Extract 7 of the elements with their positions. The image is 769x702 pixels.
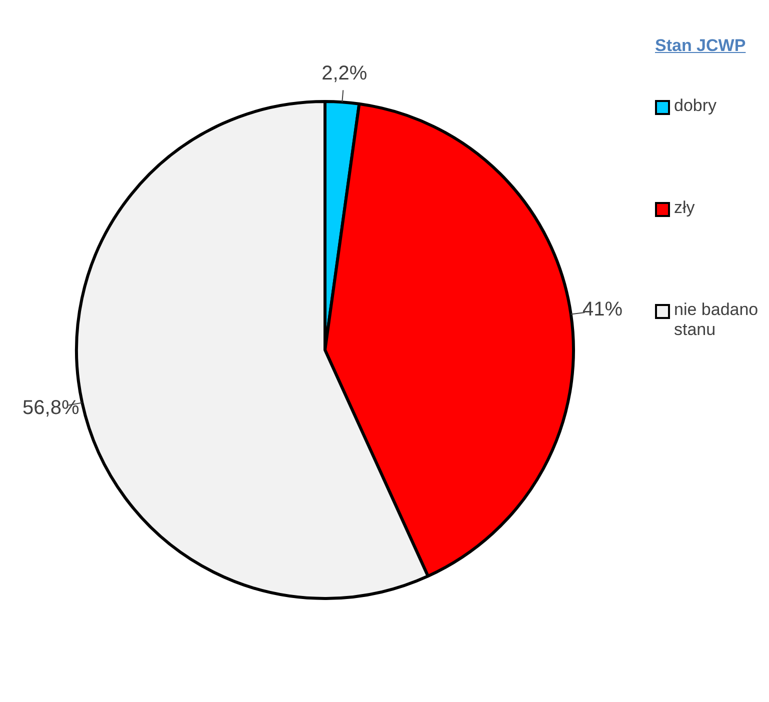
legend-title: Stan JCWP bbox=[655, 36, 747, 56]
legend-label: dobry bbox=[674, 96, 717, 116]
legend-label: nie badano stanu bbox=[674, 300, 760, 340]
legend-label: zły bbox=[674, 198, 695, 218]
data-label: 56,8% bbox=[22, 397, 80, 420]
data-label: 2,2% bbox=[322, 62, 368, 85]
data-label: 41% bbox=[582, 298, 623, 321]
